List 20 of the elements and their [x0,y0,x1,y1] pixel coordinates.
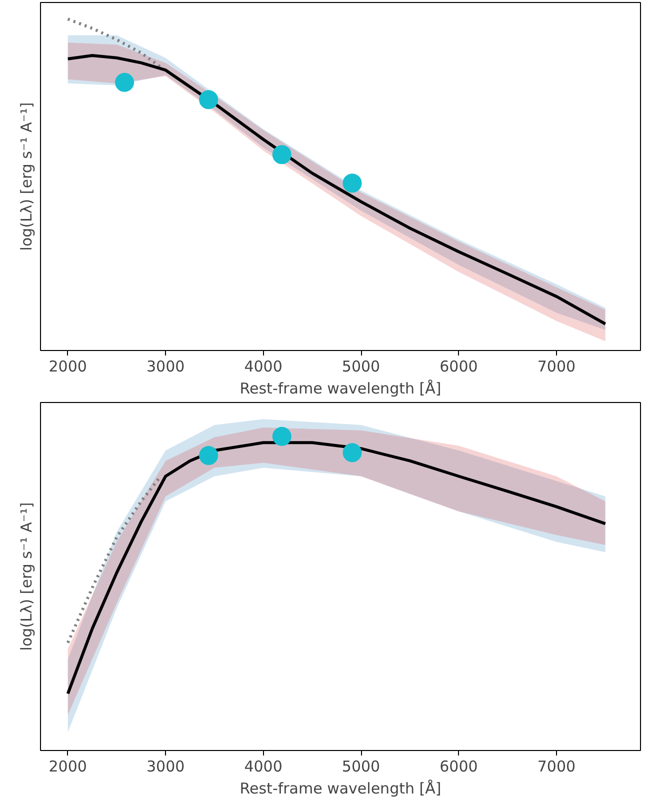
point [342,174,362,193]
x-tick-label: 7000 [537,358,576,376]
x-tick-label: 4000 [244,358,282,376]
x-tick-label: 5000 [342,758,380,776]
y-axis-title: log(Lλ) [erg s⁻¹ A⁻¹] [18,502,36,651]
point [115,72,134,92]
x-tick-label: 2000 [48,358,87,376]
x-tick-label: 4000 [244,758,282,776]
x-tick-label: 7000 [537,758,576,776]
x-axis-title: Rest-frame wavelength [Å] [240,780,442,798]
y-axis-title: log(Lλ) [erg s⁻¹ A⁻¹] [18,102,36,251]
x-tick-label: 3000 [146,758,185,776]
x-tick-label: 3000 [146,358,185,376]
point [272,145,292,164]
x-tick-label: 5000 [342,358,380,376]
x-tick-label: 6000 [440,358,478,376]
x-axis-title: Rest-frame wavelength [Å] [240,380,442,398]
x-tick-label: 2000 [48,758,87,776]
x-tick-label: 6000 [440,758,478,776]
point [199,90,218,110]
